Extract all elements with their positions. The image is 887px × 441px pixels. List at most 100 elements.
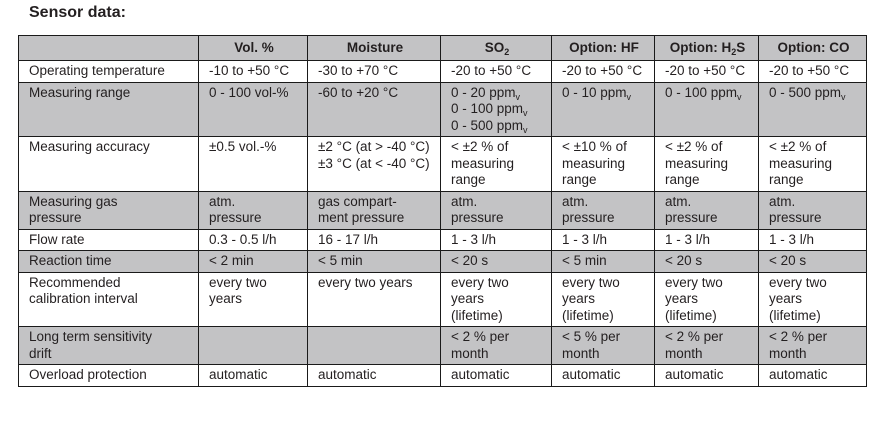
cell-text: < 20 s bbox=[451, 253, 489, 268]
table-row: Measuring range 0 - 100 vol-% -60 to +20 °… bbox=[18, 81, 867, 137]
cell-text: < ±2 % of bbox=[769, 139, 827, 154]
header-row: Vol. % Moisture SO2 Option: HF Option: H2S Op… bbox=[18, 35, 867, 61]
cell-text: gas compart- bbox=[318, 193, 397, 209]
table-cell bbox=[198, 326, 308, 365]
table-row: Measuring gas pressure atm. pressure gas com… bbox=[18, 190, 867, 230]
table-cell: < 2 % per month bbox=[440, 326, 552, 365]
table-cell: 0 - 100 vol-% bbox=[198, 81, 308, 137]
table-cell: ±0.5 vol.-% bbox=[198, 136, 308, 192]
cell-text: 1 - 3 l/h bbox=[665, 231, 711, 247]
cell-text: Option: HF bbox=[569, 39, 639, 55]
table-cell: 1 - 3 l/h bbox=[551, 228, 655, 251]
cell-text: -20 to +50 °C bbox=[769, 63, 850, 78]
cell-text: Reaction time bbox=[29, 253, 112, 268]
cell-text: Option: CO bbox=[777, 39, 850, 55]
cell-text: < 20 s bbox=[665, 253, 703, 268]
cell-text: atm. bbox=[665, 193, 692, 209]
cell-text: -10 to +50 °C bbox=[209, 63, 290, 78]
table-cell: 0 - 20 ppmv 0 - 100 ppmv 0 - 500 ppmv bbox=[440, 81, 552, 137]
cell-text: Option: H bbox=[669, 39, 732, 55]
cell-text: Moisture bbox=[346, 39, 404, 55]
cell-text: atm. bbox=[562, 193, 589, 209]
cell-text: SO bbox=[484, 39, 505, 55]
column-header: Vol. % bbox=[198, 35, 308, 61]
cell-text: automatic bbox=[209, 367, 268, 382]
table-cell: automatic bbox=[551, 364, 655, 387]
table-cell: < 2 % per month bbox=[654, 326, 759, 365]
table-row: Measuring accuracy ±0.5 vol.-% ±2 °C (at >… bbox=[18, 136, 867, 192]
cell-text: years bbox=[451, 291, 485, 306]
cell-text: measuring bbox=[451, 155, 515, 171]
table-cell: atm. pressure bbox=[198, 190, 308, 230]
table-cell: -30 to +70 °C bbox=[307, 60, 441, 83]
cell-text: ment pressure bbox=[318, 210, 405, 225]
row-label: Measuring gas pressure bbox=[18, 190, 199, 230]
cell-text: Measuring range bbox=[29, 84, 131, 100]
table-cell: every two years (lifetime) bbox=[440, 271, 552, 327]
table-row: Reaction time < 2 min < 5 min < 20 s < 5 min… bbox=[18, 250, 867, 273]
cell-text: range bbox=[769, 172, 804, 187]
cell-text: every two years bbox=[318, 274, 413, 290]
table-cell: < 20 s bbox=[440, 250, 552, 273]
cell-text: -30 to +70 °C bbox=[318, 63, 399, 78]
row-label: Reaction time bbox=[18, 250, 199, 273]
cell-text: 0 - 500 ppm bbox=[769, 84, 842, 100]
table-row: Long term sensitivity drift < 2 % per month… bbox=[18, 326, 867, 365]
cell-text: month bbox=[665, 345, 703, 361]
cell-text: Measuring accuracy bbox=[29, 139, 150, 154]
cell-text: 0 - 100 vol-% bbox=[209, 84, 289, 100]
cell-text: v bbox=[523, 124, 528, 135]
cell-text: years bbox=[665, 291, 699, 306]
row-label: Long term sensitivity drift bbox=[18, 326, 199, 365]
cell-text: < 5 min bbox=[318, 253, 363, 268]
row-label: Measuring range bbox=[18, 81, 199, 137]
table-cell: -60 to +20 °C bbox=[307, 81, 441, 137]
table-cell: automatic bbox=[440, 364, 552, 387]
table-cell: < 20 s bbox=[758, 250, 867, 273]
table-row: Overload protection automatic automatic aut… bbox=[18, 364, 867, 387]
section-title: Sensor data: bbox=[29, 4, 126, 21]
table-cell: automatic bbox=[198, 364, 308, 387]
cell-text: v bbox=[841, 91, 846, 102]
cell-text: -60 to +20 °C bbox=[318, 84, 399, 100]
table-cell: atm. pressure bbox=[758, 190, 867, 230]
table-cell: 1 - 3 l/h bbox=[654, 228, 759, 251]
cell-text: calibration interval bbox=[29, 291, 138, 306]
table-cell: 1 - 3 l/h bbox=[440, 228, 552, 251]
sensor-data-table: Vol. % Moisture SO2 Option: HF Option: H2S Op… bbox=[18, 35, 867, 387]
table-cell: < 5 % per month bbox=[551, 326, 655, 365]
table-cell: every two years (lifetime) bbox=[654, 271, 759, 327]
cell-text: < 2 min bbox=[209, 253, 254, 268]
cell-text: range bbox=[562, 172, 597, 187]
row-label: Overload protection bbox=[18, 364, 199, 387]
table-row: Recommended calibration interval every two… bbox=[18, 271, 867, 327]
cell-text: automatic bbox=[451, 367, 510, 382]
table-cell: < 5 min bbox=[307, 250, 441, 273]
cell-text: pressure bbox=[769, 210, 822, 225]
table-cell: < 2 % per month bbox=[758, 326, 867, 365]
cell-text: (lifetime) bbox=[769, 307, 821, 323]
table-cell: -20 to +50 °C bbox=[440, 60, 552, 83]
cell-text: -20 to +50 °C bbox=[562, 63, 643, 78]
cell-text: 1 - 3 l/h bbox=[451, 231, 497, 247]
cell-text: < 2 % per bbox=[769, 329, 828, 344]
table-cell: 0 - 500 ppmv bbox=[758, 81, 867, 137]
cell-text: Overload protection bbox=[29, 367, 147, 382]
table-cell: 0.3 - 0.5 l/h bbox=[198, 228, 308, 251]
cell-text: (lifetime) bbox=[562, 307, 614, 323]
table-cell: < ±2 % of measuring range bbox=[654, 136, 759, 192]
cell-text: Recommended bbox=[29, 274, 121, 290]
cell-text: v bbox=[523, 108, 528, 118]
table-cell: -20 to +50 °C bbox=[551, 60, 655, 83]
cell-text: automatic bbox=[318, 367, 377, 382]
row-label: Recommended calibration interval bbox=[18, 271, 199, 327]
table-cell: automatic bbox=[654, 364, 759, 387]
cell-text: pressure bbox=[562, 210, 615, 225]
table-cell: -20 to +50 °C bbox=[654, 60, 759, 83]
column-header: Option: H2S bbox=[654, 35, 759, 61]
table-cell: 1 - 3 l/h bbox=[758, 228, 867, 251]
column-header: Moisture bbox=[307, 35, 441, 61]
cell-text: 0 - 10 ppm bbox=[562, 84, 627, 100]
cell-text: < 20 s bbox=[769, 253, 807, 268]
cell-text: pressure bbox=[665, 210, 718, 225]
